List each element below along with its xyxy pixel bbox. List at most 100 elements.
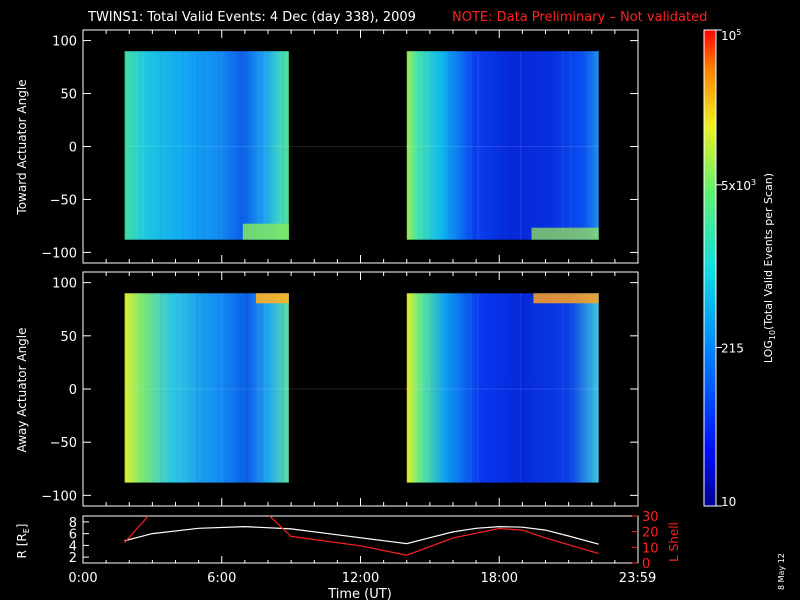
toward-block-2-stripe bbox=[420, 51, 422, 240]
away-block-1-warm-region bbox=[255, 293, 289, 304]
orbit-left-tick-label: 8 bbox=[69, 516, 77, 531]
orbit-right-tick-label: 10 bbox=[642, 541, 659, 556]
x-tick-label: 18:00 bbox=[481, 571, 518, 586]
away-block-1-stripe bbox=[239, 293, 241, 483]
toward-ytick-label: 50 bbox=[60, 88, 77, 103]
colorbar-tick-label: 105 bbox=[721, 28, 741, 43]
away-data-block-1 bbox=[124, 293, 289, 483]
colorbar-label: LOG10(Total Valid Events per Scan) bbox=[762, 173, 777, 363]
toward-block-2-stripe bbox=[591, 51, 593, 240]
colorbar-tick-label: 10 bbox=[721, 495, 736, 509]
toward-block-1-stripe bbox=[246, 51, 248, 240]
preliminary-note: NOTE: Data Preliminary – Not validated bbox=[452, 10, 707, 25]
away-ytick-label: −50 bbox=[50, 436, 77, 451]
away-block-1-stripe bbox=[221, 293, 223, 483]
toward-ytick-label: 100 bbox=[52, 35, 77, 50]
chart-title: TWINS1: Total Valid Events: 4 Dec (day 3… bbox=[87, 10, 416, 25]
toward-block-1-stripe bbox=[257, 51, 259, 240]
away-block-2-stripe bbox=[406, 293, 408, 483]
toward-block-2-stripe bbox=[548, 51, 550, 240]
toward-block-1-warm-region bbox=[242, 223, 289, 240]
orbit-right-tick-label: 0 bbox=[642, 557, 650, 572]
away-data-block-2 bbox=[406, 293, 599, 483]
toward-block-1-stripe bbox=[178, 51, 181, 240]
away-block-2-stripe bbox=[569, 293, 572, 483]
away-block-2-stripe bbox=[562, 293, 564, 483]
away-block-1-stripe bbox=[264, 293, 266, 483]
toward-block-1-stripe bbox=[160, 51, 162, 240]
away-ytick-label: 100 bbox=[52, 277, 77, 292]
toward-block-2-stripe bbox=[406, 51, 408, 240]
toward-block-2-stripe bbox=[427, 51, 430, 240]
away-data-blocks bbox=[124, 293, 599, 483]
away-ytick-label: 50 bbox=[60, 330, 77, 345]
away-block-1-stripe bbox=[196, 293, 199, 483]
toward-block-1-stripe bbox=[124, 51, 126, 240]
toward-ytick-label: −100 bbox=[41, 246, 77, 261]
away-block-1-stripe bbox=[203, 293, 205, 483]
orbit-left-tick-label: 2 bbox=[69, 551, 77, 566]
toward-block-1-stripe bbox=[196, 51, 199, 240]
orbit-left-tick-label: 6 bbox=[69, 528, 77, 543]
toward-ylabel: Toward Actuator Angle bbox=[15, 79, 29, 215]
x-axis-label: Time (UT) bbox=[327, 587, 392, 600]
away-ylabel: Away Actuator Angle bbox=[15, 327, 29, 452]
toward-block-1-stripe bbox=[239, 51, 241, 240]
orbit-ylabel-right: L Shell bbox=[667, 522, 681, 562]
toward-block-1-stripe bbox=[185, 51, 187, 240]
away-block-2-stripe bbox=[498, 293, 501, 483]
toward-block-1-stripe bbox=[264, 51, 266, 240]
orbit-ylabel-left: R [RE] bbox=[15, 524, 31, 559]
toward-block-2-stripe bbox=[491, 51, 493, 240]
toward-block-2-stripe bbox=[519, 51, 522, 240]
colorbar-gradient bbox=[703, 29, 717, 507]
x-tick-label: 23:59 bbox=[619, 571, 656, 586]
away-block-1-stripe bbox=[160, 293, 162, 483]
x-tick-label: 12:00 bbox=[342, 571, 379, 586]
away-block-2-warm-region bbox=[533, 293, 599, 304]
toward-block-1-stripe bbox=[136, 51, 138, 240]
date-stamp: 8 May 12 bbox=[777, 553, 786, 590]
away-block-2-stripe bbox=[541, 293, 543, 483]
toward-block-2-warm-region bbox=[531, 227, 599, 240]
toward-data-block-1 bbox=[124, 51, 289, 240]
toward-block-1-stripe bbox=[142, 51, 144, 240]
colorbar-tick-label: 215 bbox=[721, 341, 744, 355]
toward-block-2-stripe bbox=[470, 51, 472, 240]
l-shell-line bbox=[124, 516, 599, 556]
away-block-2-stripe bbox=[491, 293, 493, 483]
away-block-1-stripe bbox=[124, 293, 126, 483]
orbit-right-tick-label: 30 bbox=[642, 510, 659, 525]
away-block-1-stripe bbox=[136, 293, 138, 483]
away-block-1-stripe bbox=[246, 293, 248, 483]
x-tick-label: 0:00 bbox=[68, 571, 97, 586]
away-panel: 100 50 0 −50 −100 Away Actuator Angle bbox=[15, 271, 639, 507]
toward-block-1-stripe bbox=[221, 51, 223, 240]
colorbar-tick-label: 5x103 bbox=[721, 178, 756, 193]
toward-block-2-stripe bbox=[541, 51, 543, 240]
away-block-1-stripe bbox=[282, 293, 284, 483]
toward-block-2-stripe bbox=[477, 51, 479, 240]
away-block-1-stripe bbox=[257, 293, 259, 483]
away-block-1-stripe bbox=[142, 293, 144, 483]
toward-panel: 100 50 0 −50 −100 Toward Actuator Angle bbox=[15, 29, 639, 264]
toward-block-1-stripe bbox=[282, 51, 284, 240]
toward-ytick-label: 0 bbox=[69, 141, 77, 156]
toward-ytick-label: −50 bbox=[50, 193, 77, 208]
away-block-1-stripe bbox=[185, 293, 187, 483]
toward-block-2-stripe bbox=[498, 51, 501, 240]
toward-block-2-stripe bbox=[562, 51, 564, 240]
away-block-2-stripe bbox=[548, 293, 550, 483]
away-block-2-stripe bbox=[519, 293, 522, 483]
away-block-2-stripe bbox=[427, 293, 430, 483]
orbit-left-tick-label: 4 bbox=[69, 539, 77, 554]
away-ytick-label: 0 bbox=[69, 383, 77, 398]
toward-data-block-2 bbox=[406, 51, 599, 240]
orbit-right-tick-label: 20 bbox=[642, 526, 659, 541]
away-block-2-stripe bbox=[420, 293, 422, 483]
away-block-2-stripe bbox=[477, 293, 479, 483]
toward-block-2-stripe bbox=[448, 51, 451, 240]
away-ytick-label: −100 bbox=[41, 489, 77, 504]
